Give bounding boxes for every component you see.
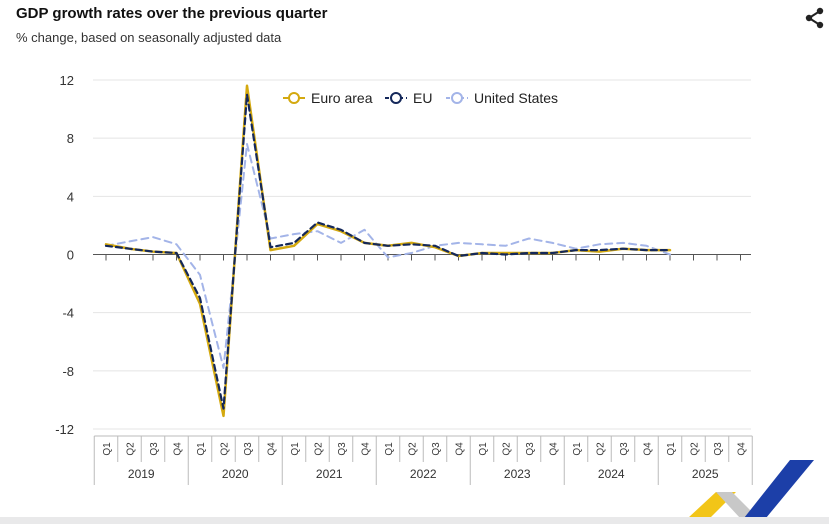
quarter-label: Q3: [337, 442, 348, 456]
legend-marker: [288, 92, 300, 104]
year-label: 2024: [598, 467, 625, 481]
y-tick-label: -8: [62, 364, 74, 379]
quarter-label: Q4: [549, 442, 560, 456]
quarter-label: Q2: [126, 442, 137, 456]
eurostat-logo: [688, 456, 818, 525]
legend-marker: [390, 92, 402, 104]
year-label: 2025: [692, 467, 719, 481]
quarter-label: Q3: [431, 442, 442, 456]
quarter-label: Q3: [243, 442, 254, 456]
legend-marker: [451, 92, 463, 104]
quarter-label: Q1: [478, 442, 489, 456]
share-icon[interactable]: [803, 6, 827, 30]
legend-label: EU: [413, 90, 432, 106]
quarter-label: Q4: [361, 442, 372, 456]
y-tick-label: 12: [60, 73, 74, 88]
chart-title: GDP growth rates over the previous quart…: [16, 5, 328, 22]
series-line-united-states: [105, 143, 671, 369]
quarter-label: Q2: [502, 442, 513, 456]
quarter-label: Q2: [408, 442, 419, 456]
chart-subtitle: % change, based on seasonally adjusted d…: [16, 30, 282, 45]
y-tick-label: -12: [55, 422, 74, 437]
legend-label: United States: [474, 90, 558, 106]
year-label: 2022: [410, 467, 437, 481]
quarter-label: Q2: [596, 442, 607, 456]
footer-bar: [0, 517, 829, 524]
quarter-label: Q4: [455, 442, 466, 456]
quarter-label: Q1: [102, 442, 113, 456]
y-tick-label: 4: [67, 189, 74, 204]
year-label: 2020: [222, 467, 249, 481]
quarter-label: Q1: [196, 442, 207, 456]
quarter-label: Q4: [173, 442, 184, 456]
quarter-label: Q1: [572, 442, 583, 456]
quarter-label: Q2: [314, 442, 325, 456]
quarter-label: Q4: [267, 442, 278, 456]
year-label: 2021: [316, 467, 343, 481]
quarter-label: Q4: [737, 442, 748, 456]
y-tick-label: 0: [67, 248, 74, 263]
year-label: 2019: [128, 467, 155, 481]
quarter-label: Q3: [525, 442, 536, 456]
quarter-label: Q3: [713, 442, 724, 456]
quarter-label: Q3: [619, 442, 630, 456]
quarter-label: Q2: [220, 442, 231, 456]
y-tick-label: -4: [62, 306, 74, 321]
quarter-label: Q4: [643, 442, 654, 456]
quarter-label: Q3: [149, 442, 160, 456]
quarter-label: Q1: [666, 442, 677, 456]
y-tick-label: 8: [67, 131, 74, 146]
quarter-label: Q1: [384, 442, 395, 456]
quarter-label: Q1: [290, 442, 301, 456]
series-line-eu: [104, 93, 672, 410]
quarter-label: Q2: [690, 442, 701, 456]
legend-label: Euro area: [311, 90, 373, 106]
year-label: 2023: [504, 467, 531, 481]
